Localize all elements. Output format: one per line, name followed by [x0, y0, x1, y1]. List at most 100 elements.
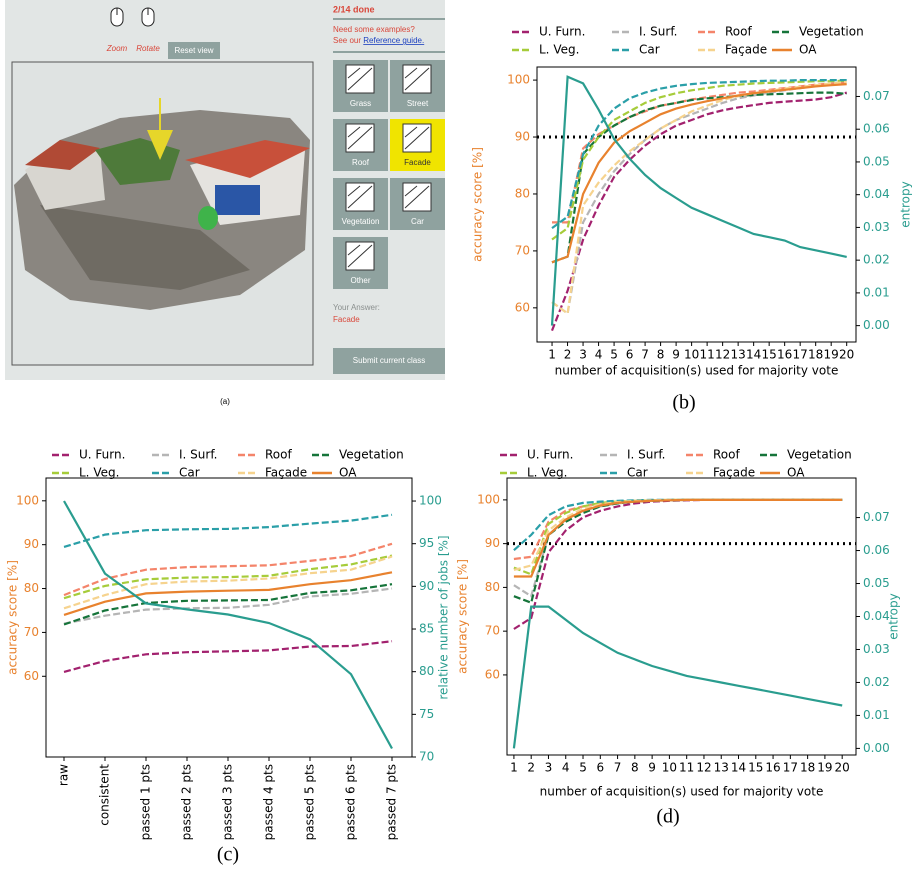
- x-tick-label: consistent: [98, 764, 112, 826]
- x-tick-label: passed 5 pts: [303, 764, 317, 840]
- x-tick-label: raw: [57, 764, 71, 786]
- y2-axis-label: entropy: [899, 181, 913, 227]
- y2-tick-label: 0.02: [863, 253, 890, 267]
- x-tick-label: 3: [545, 761, 553, 775]
- x-tick-label: 5: [579, 761, 587, 775]
- legend-label: L. Veg.: [527, 466, 567, 480]
- x-tick-label: 18: [800, 761, 815, 775]
- legend-label: I. Surf.: [639, 25, 678, 39]
- series-line: [514, 500, 842, 603]
- class-label: Car: [411, 217, 424, 226]
- y2-tick-label: 0.01: [863, 708, 890, 722]
- y2-tick-label: 90: [419, 579, 434, 593]
- y-tick-label: 80: [24, 581, 39, 595]
- answer: Facade: [333, 315, 360, 324]
- y2-axis-label: entropy: [887, 593, 901, 639]
- y-tick-label: 80: [515, 186, 530, 200]
- x-axis-label: number of acquisition(s) used for majori…: [555, 364, 839, 378]
- y2-tick-label: 0.07: [863, 510, 890, 524]
- examples-text: Need some examples?: [333, 25, 415, 34]
- legend-label: U. Furn.: [539, 25, 585, 39]
- series-line: [64, 515, 392, 547]
- y2-axis-label: relative number of jobs [%]: [437, 535, 451, 699]
- y-tick-label: 100: [477, 492, 500, 506]
- legend-label: I. Surf.: [179, 448, 218, 462]
- x-tick-label: passed 6 pts: [344, 764, 358, 840]
- class-label: Facade: [404, 158, 431, 167]
- x-tick-label: 1: [510, 761, 518, 775]
- x-tick-label: 20: [835, 761, 850, 775]
- x-tick-label: 19: [824, 348, 839, 362]
- y2-tick-label: 100: [419, 494, 442, 508]
- x-tick-label: 15: [748, 761, 763, 775]
- caption: (c): [217, 844, 239, 866]
- y-tick-label: 90: [515, 130, 530, 144]
- x-tick-label: 7: [641, 348, 649, 362]
- x-tick-label: 18: [808, 348, 823, 362]
- legend-label: Car: [179, 466, 200, 480]
- class-label: Grass: [350, 99, 371, 108]
- x-tick-label: 17: [783, 761, 798, 775]
- x-tick-label: passed 4 pts: [262, 764, 276, 840]
- caption: (a): [220, 397, 230, 406]
- y-tick-label: 70: [515, 243, 530, 257]
- series-line: [552, 84, 847, 262]
- class-label: Other: [350, 276, 370, 285]
- y-tick-label: 100: [507, 73, 530, 87]
- series-line: [514, 500, 842, 596]
- y2-tick-label: 95: [419, 536, 434, 550]
- x-tick-label: 7: [614, 761, 622, 775]
- series-line: [514, 500, 842, 574]
- x-tick-label: 13: [714, 761, 729, 775]
- x-tick-label: 8: [657, 348, 665, 362]
- guide-link[interactable]: Reference guide.: [363, 36, 424, 45]
- y-tick-label: 90: [485, 536, 500, 550]
- series-line: [64, 501, 392, 749]
- y-axis-label: accuracy score [%]: [456, 559, 470, 674]
- x-axis-label: number of acquisition(s) used for majori…: [540, 785, 824, 799]
- y2-tick-label: 0.03: [863, 642, 890, 656]
- x-tick-label: 19: [817, 761, 832, 775]
- x-tick-label: 15: [762, 348, 777, 362]
- series-line: [552, 77, 847, 326]
- zoom-label: Zoom: [106, 44, 128, 53]
- x-tick-label: passed 3 pts: [221, 764, 235, 840]
- x-tick-label: 14: [746, 348, 761, 362]
- plot-frame: [507, 478, 856, 755]
- x-tick-label: 14: [731, 761, 746, 775]
- guide-line: See our Reference guide.: [333, 36, 424, 45]
- x-tick-label: 20: [839, 348, 854, 362]
- legend-label: Roof: [713, 448, 740, 462]
- legend-label: Façade: [265, 466, 307, 480]
- y2-tick-label: 75: [419, 707, 434, 721]
- y2-tick-label: 0.01: [863, 285, 890, 299]
- x-tick-label: 2: [527, 761, 535, 775]
- legend-label: Car: [627, 466, 648, 480]
- answer-label: Your Answer:: [333, 303, 380, 312]
- y-tick-label: 70: [485, 624, 500, 638]
- y-tick-label: 100: [16, 493, 39, 507]
- x-tick-label: 10: [662, 761, 677, 775]
- legend-label: Car: [639, 43, 660, 57]
- x-tick-label: 16: [777, 348, 792, 362]
- x-tick-label: 16: [765, 761, 780, 775]
- x-tick-label: 5: [610, 348, 618, 362]
- y-tick-label: 80: [485, 580, 500, 594]
- x-tick-label: 12: [696, 761, 711, 775]
- legend-label: Façade: [713, 466, 755, 480]
- figure: Zoom Rotate Reset view 2/14 done Need so…: [0, 0, 917, 871]
- y-tick-label: 60: [515, 300, 530, 314]
- x-tick-label: 9: [648, 761, 656, 775]
- legend-label: U. Furn.: [79, 448, 125, 462]
- car: [215, 185, 260, 215]
- legend-label: U. Furn.: [527, 448, 573, 462]
- y2-tick-label: 0.00: [863, 741, 890, 755]
- legend-label: Vegetation: [799, 25, 864, 39]
- x-tick-label: passed 7 pts: [385, 764, 399, 840]
- legend-label: I. Surf.: [627, 448, 666, 462]
- y-tick-label: 60: [24, 669, 39, 683]
- y2-tick-label: 0.03: [863, 220, 890, 234]
- x-tick-label: 11: [679, 761, 694, 775]
- annotation-ui: Zoom Rotate Reset view 2/14 done Need so…: [5, 0, 445, 406]
- caption: (d): [656, 806, 679, 828]
